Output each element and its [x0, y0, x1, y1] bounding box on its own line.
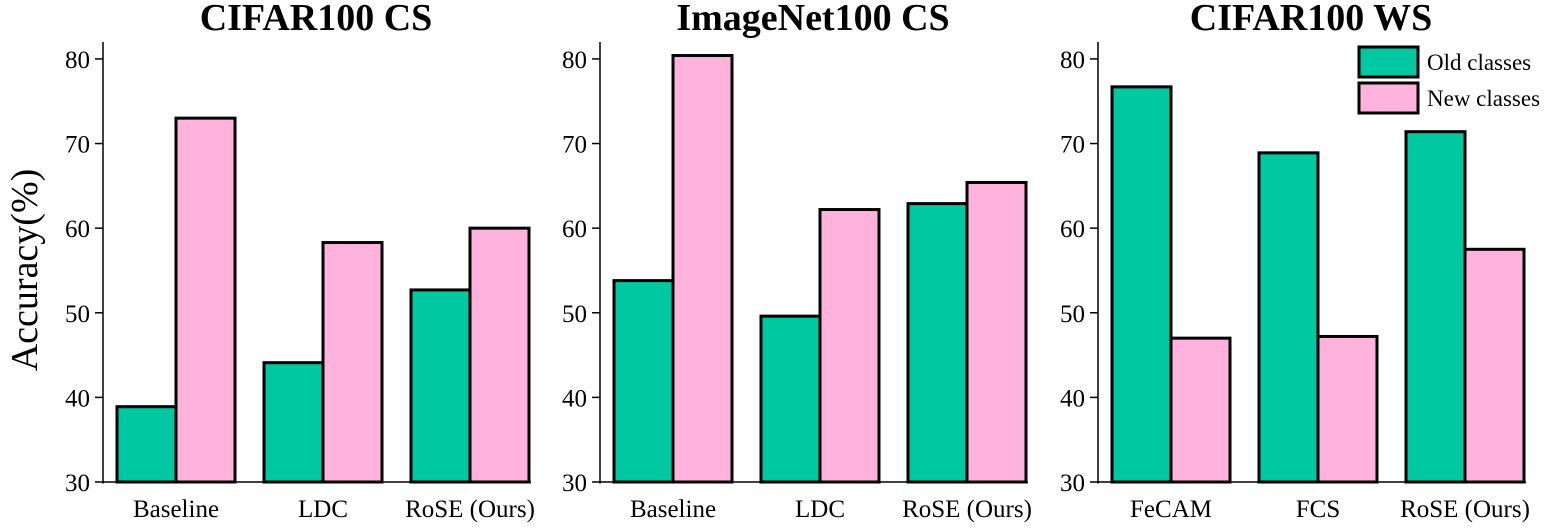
- x-tick-label: FeCAM: [1130, 496, 1212, 523]
- y-tick-label: 60: [1060, 216, 1085, 243]
- y-tick-label: 50: [562, 301, 587, 328]
- bar-new-classes: [1463, 247, 1526, 484]
- chart-panel-3: CIFAR100 WS FeCAM FCS RoSE (Ours) 30 40 50 60 70…: [1060, 0, 1530, 523]
- x-tick-label: Baseline: [133, 496, 219, 523]
- y-tick-label: 70: [1060, 132, 1085, 159]
- bar-old-classes: [1404, 130, 1467, 484]
- bar-old-classes: [612, 279, 675, 484]
- x-tick-label: FCS: [1296, 496, 1340, 523]
- bar-new-classes: [1169, 336, 1232, 484]
- bar-old-classes: [906, 202, 969, 484]
- bar-old-classes: [759, 314, 822, 484]
- y-tick-label: 80: [65, 47, 90, 74]
- legend-label: Old classes: [1427, 50, 1531, 75]
- y-tick-label: 60: [562, 216, 587, 243]
- x-tick-label: RoSE (Ours): [902, 496, 1032, 523]
- bar-new-classes: [321, 241, 384, 484]
- bar-new-classes: [468, 226, 531, 484]
- x-tick-label: Baseline: [630, 496, 716, 523]
- x-tick-label: RoSE (Ours): [405, 496, 535, 523]
- chart-panel-1: CIFAR100 CS Baseline LDC RoSE (Ours) 30 40 50 6…: [65, 0, 535, 523]
- y-tick-label: 40: [562, 385, 587, 412]
- y-tick-label: 70: [562, 132, 587, 159]
- x-tick-label: RoSE (Ours): [1400, 496, 1530, 523]
- bar-old-classes: [262, 361, 325, 484]
- y-tick-label: 30: [65, 470, 90, 497]
- bar-old-classes: [1257, 151, 1320, 484]
- legend-swatch-new: [1357, 81, 1420, 115]
- legend-swatch-old: [1357, 45, 1420, 79]
- bar-old-classes: [115, 405, 178, 484]
- bar-new-classes: [174, 116, 237, 484]
- bar-new-classes: [818, 208, 881, 484]
- bar-old-classes: [409, 288, 472, 484]
- chart-panels: CIFAR100 CS Baseline LDC RoSE (Ours) 30 40 50 6…: [65, 0, 1530, 523]
- y-axis-label: Accuracy(%): [4, 169, 46, 372]
- chart-panel-2: ImageNet100 CS Baseline LDC RoSE (Ours) 30 40…: [562, 0, 1032, 523]
- x-tick-label: LDC: [298, 496, 348, 523]
- legend: Old classes New classes: [1357, 45, 1540, 115]
- bar-new-classes: [671, 54, 734, 484]
- y-tick-label: 50: [1060, 301, 1085, 328]
- bar-old-classes: [1110, 85, 1173, 484]
- bar-new-classes: [965, 180, 1028, 484]
- panel-title: CIFAR100 CS: [200, 0, 433, 39]
- y-tick-label: 30: [562, 470, 587, 497]
- y-tick-label: 80: [562, 47, 587, 74]
- y-tick-label: 60: [65, 216, 90, 243]
- y-tick-label: 30: [1060, 470, 1085, 497]
- y-tick-label: 50: [65, 301, 90, 328]
- x-tick-label: LDC: [795, 496, 845, 523]
- panel-title: ImageNet100 CS: [676, 0, 949, 39]
- y-tick-label: 40: [65, 385, 90, 412]
- legend-label: New classes: [1427, 86, 1540, 111]
- y-tick-label: 40: [1060, 385, 1085, 412]
- y-tick-label: 80: [1060, 47, 1085, 74]
- panel-title: CIFAR100 WS: [1190, 0, 1432, 39]
- bar-new-classes: [1316, 334, 1379, 484]
- y-tick-label: 70: [65, 132, 90, 159]
